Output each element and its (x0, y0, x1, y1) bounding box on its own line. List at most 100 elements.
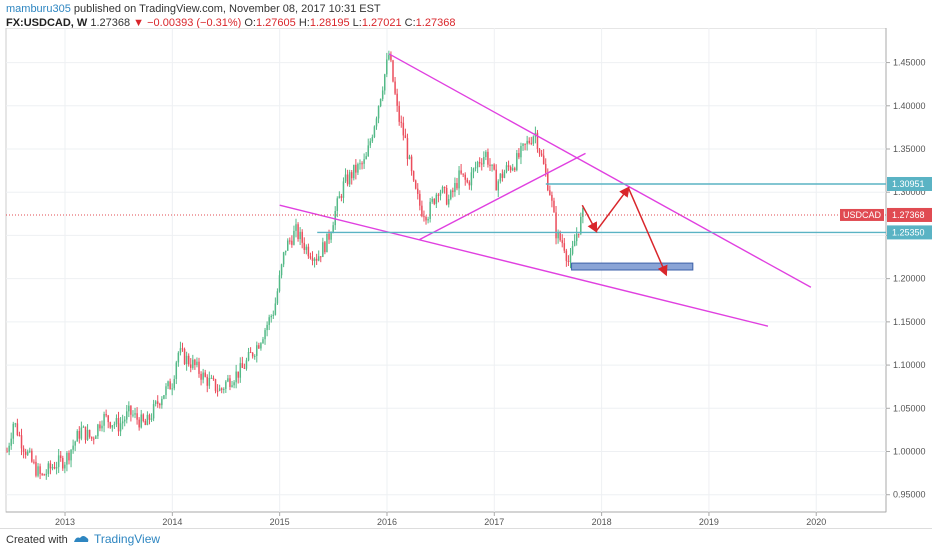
candle-body (196, 361, 198, 366)
candle-body (235, 371, 237, 383)
candle-body (476, 162, 479, 168)
candle-body (433, 198, 436, 204)
price-tick-label: 1.10000 (893, 360, 926, 370)
candle-body (503, 171, 506, 178)
candle-body (262, 339, 264, 344)
candle-body (542, 155, 545, 165)
author-link[interactable]: mamburu305 (6, 3, 71, 15)
candle-body (225, 381, 227, 389)
candle-body (313, 258, 316, 261)
candle-body (398, 105, 400, 122)
candle-body (154, 401, 157, 405)
candle-body (551, 194, 553, 201)
candle-body (443, 186, 446, 188)
candle-body (326, 233, 328, 253)
candle-body (39, 466, 41, 474)
price-change: −0.00393 (−0.31%) (147, 17, 242, 29)
candle-body (293, 230, 295, 245)
candle-body (109, 422, 112, 428)
candle-body (152, 404, 155, 419)
projection-arrow (595, 186, 630, 232)
price-tick-label: 1.15000 (893, 317, 926, 327)
candle-body (185, 355, 188, 365)
candle-body (456, 182, 458, 189)
candle-body (68, 452, 70, 461)
candle-body (82, 426, 85, 428)
candle-body (198, 361, 200, 374)
candle-body (35, 461, 37, 476)
candle-body (24, 451, 27, 455)
candle-body (6, 451, 8, 453)
candle-body (344, 174, 347, 182)
candle-body (437, 194, 440, 196)
candle-body (309, 256, 312, 258)
candle-body (286, 240, 289, 251)
candle-body (136, 413, 138, 420)
tradingview-logo-icon (74, 536, 89, 542)
candle-body (55, 467, 58, 469)
candle-body (113, 424, 116, 426)
candle-body (247, 352, 250, 361)
candle-body (460, 170, 462, 174)
candle-body (394, 81, 396, 94)
candle-body (406, 138, 409, 159)
candle-body (138, 419, 140, 428)
candle-body (93, 438, 95, 440)
candle-body (291, 240, 293, 245)
symbol-tag-label: USDCAD (843, 210, 882, 220)
footer: Created with TradingView (0, 528, 932, 551)
candle-body (297, 224, 299, 240)
candle-body (414, 180, 417, 189)
candle-body (493, 164, 495, 170)
candle-body (130, 405, 132, 415)
current-price-label: 1.27368 (892, 210, 925, 220)
tradingview-brand[interactable]: TradingView (72, 532, 160, 546)
candle-body (429, 201, 431, 219)
candle-body (237, 371, 239, 378)
price-chart[interactable]: 0.95000 1.00000 1.05000 1.10000 1.15000 1.200… (0, 28, 932, 528)
candle-body (458, 170, 460, 189)
candle-body (569, 253, 572, 263)
candle-body (355, 164, 357, 173)
candle-body (317, 256, 320, 261)
candle-body (520, 145, 522, 158)
candle-body (119, 423, 122, 432)
candle-body (303, 242, 306, 250)
candle-body (95, 436, 97, 439)
close-label: C: (404, 17, 416, 29)
time-tick-label: 2013 (55, 517, 75, 527)
candle-body (487, 151, 489, 165)
candle-body (532, 136, 535, 144)
candle-body (51, 467, 54, 469)
candle-body (464, 174, 466, 180)
candle-body (528, 140, 530, 143)
candle-body (373, 126, 376, 138)
candle-body (26, 451, 29, 455)
candle-body (86, 429, 89, 440)
candle-body (173, 378, 175, 389)
candle-body (76, 431, 78, 442)
candle-body (330, 233, 332, 240)
candle-body (555, 212, 557, 239)
candle-body (88, 429, 91, 437)
trendline (418, 152, 586, 241)
publish-line: mamburu305 published on TradingView.com,… (6, 2, 926, 16)
candle-body (249, 352, 252, 354)
candle-body (518, 153, 520, 158)
candle-body (511, 168, 514, 171)
candle-body (336, 198, 339, 212)
candle-body (179, 348, 182, 353)
candle-body (70, 449, 72, 461)
candle-body (105, 414, 107, 416)
candle-body (359, 163, 361, 165)
candle-body (485, 151, 487, 158)
candle-body (324, 242, 326, 253)
candle-body (97, 424, 99, 437)
candle-body (18, 435, 21, 437)
projection-arrow (627, 187, 668, 277)
candle-body (280, 264, 283, 276)
candle-body (49, 463, 52, 469)
candle-body (284, 250, 287, 253)
candle-body (439, 192, 442, 196)
candle-body (163, 395, 165, 399)
